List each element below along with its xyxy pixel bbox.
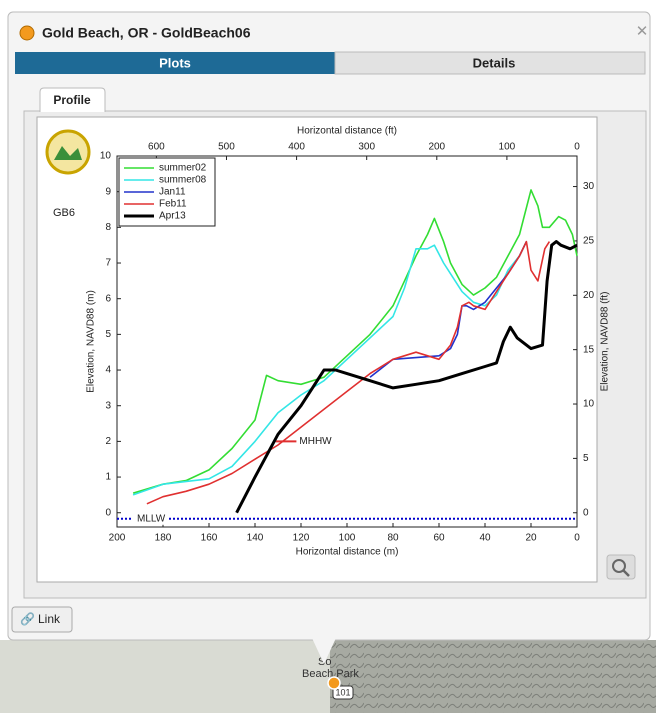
y-tick-label: 8 [105, 222, 111, 233]
reference-label: MLLW [137, 513, 166, 524]
map-terrain [330, 640, 656, 713]
x-tick-label: 140 [247, 533, 264, 544]
x2-tick-label: 0 [574, 142, 580, 153]
tab-label: Details [473, 55, 516, 70]
y-axis-label: Elevation, NAVD88 (m) [86, 290, 97, 393]
reference-label: MHHW [299, 436, 332, 447]
x-tick-label: 200 [109, 533, 126, 544]
y-tick-label: 6 [105, 293, 111, 304]
y-tick-label: 10 [100, 151, 112, 162]
legend-label: Feb11 [159, 199, 187, 210]
y-tick-label: 3 [105, 400, 111, 411]
site-code: GB6 [53, 207, 75, 219]
x-axis-label: Horizontal distance (m) [296, 547, 399, 558]
x-tick-label: 80 [387, 533, 399, 544]
y2-tick-label: 5 [583, 453, 589, 464]
y2-axis-label: Elevation, NAVD88 (ft) [600, 292, 611, 392]
screen: So Beach Park 101 Gold Beach, OR - GoldB… [0, 0, 656, 713]
x-tick-label: 60 [433, 533, 445, 544]
popup-title: Gold Beach, OR - GoldBeach06 [42, 25, 251, 41]
x2-tick-label: 100 [499, 142, 516, 153]
x-tick-label: 160 [201, 533, 218, 544]
x-tick-label: 180 [155, 533, 172, 544]
zoom-button[interactable] [607, 555, 635, 579]
y-tick-label: 7 [105, 258, 111, 269]
x-tick-label: 40 [479, 533, 491, 544]
y-tick-label: 1 [105, 472, 111, 483]
x2-tick-label: 500 [218, 142, 235, 153]
x2-tick-label: 400 [288, 142, 305, 153]
link-label: Link [38, 612, 61, 626]
x2-tick-label: 200 [428, 142, 445, 153]
legend-label: summer02 [159, 163, 207, 174]
y-tick-label: 2 [105, 436, 111, 447]
y2-tick-label: 30 [583, 181, 595, 192]
y-tick-label: 5 [105, 329, 111, 340]
legend-label: Jan11 [159, 187, 186, 198]
link-icon: 🔗 [20, 611, 35, 626]
y2-tick-label: 10 [583, 399, 595, 410]
tab-label: Plots [159, 55, 191, 70]
x-tick-label: 0 [574, 533, 580, 544]
page: So Beach Park 101 Gold Beach, OR - GoldB… [0, 0, 656, 713]
subtab-label: Profile [53, 93, 91, 107]
x2-tick-label: 600 [148, 142, 165, 153]
close-button[interactable]: ✕ [636, 23, 649, 40]
site-marker[interactable] [328, 677, 340, 689]
map-label: 101 [335, 687, 350, 697]
status-icon [20, 26, 34, 40]
x-tick-label: 100 [339, 533, 356, 544]
x-tick-label: 120 [293, 533, 310, 544]
y2-tick-label: 15 [583, 344, 595, 355]
x-tick-label: 20 [525, 533, 537, 544]
y2-tick-label: 0 [583, 507, 589, 518]
legend-label: summer08 [159, 175, 207, 186]
y-tick-label: 4 [105, 365, 111, 376]
legend-label: Apr13 [159, 211, 186, 222]
x2-axis-label: Horizontal distance (ft) [297, 126, 397, 137]
y2-tick-label: 20 [583, 290, 595, 301]
y-tick-label: 0 [105, 507, 111, 518]
logo [47, 131, 89, 173]
y2-tick-label: 25 [583, 236, 595, 247]
y-tick-label: 9 [105, 186, 111, 197]
x2-tick-label: 300 [358, 142, 375, 153]
